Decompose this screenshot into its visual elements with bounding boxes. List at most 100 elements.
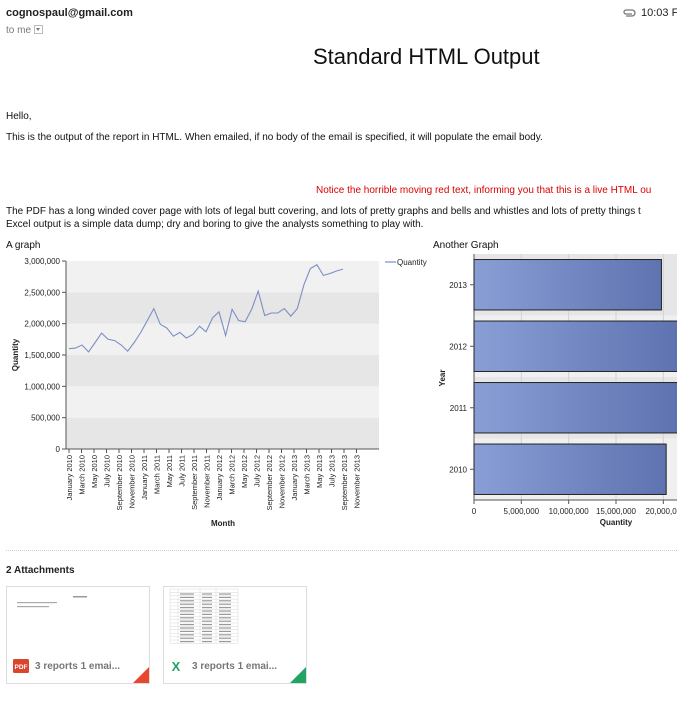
grid-band [66,355,379,387]
y-axis-title: Year [438,370,447,387]
y-tick-label: 2010 [449,465,467,474]
sheet-cell-text [202,627,212,629]
recipient-line[interactable]: to me [6,24,44,36]
grid-band [66,292,379,324]
attachment-footer: PDF 3 reports 1 emai... [7,651,149,683]
x-axis-title: Month [211,519,235,528]
sheet-cell-text [219,593,231,595]
sheet-cell-text [202,603,212,605]
live-html-notice: Notice the horrible moving red text, inf… [316,185,652,196]
x-tick-label: July 2011 [178,455,187,487]
x-tick-label: May 2013 [315,455,324,488]
sheet-cell-text [219,624,231,626]
x-tick-label: January 2012 [215,455,224,500]
sheet-cell-text [219,627,231,629]
excel-icon: X [172,659,181,673]
y-tick-label: 2,000,000 [24,320,60,329]
sheet-cell-text [202,593,212,595]
body-text: This is the output of the report in HTML… [6,132,543,143]
sheet-cell-text [219,620,231,622]
report-title: Standard HTML Output [313,44,540,69]
bar-2011 [473,382,677,434]
x-tick-label: September 2010 [115,455,124,510]
sheet-cell-text [180,613,194,615]
line-chart: 0 500,000 1,000,000 1,500,000 2,000,000 2,500… [11,257,427,528]
sheet-cell-text [180,600,194,602]
grid-band [66,386,379,418]
pdf-preview-thumbnail [7,587,149,647]
sheet-cell-text [202,634,212,636]
sheet-cell-text [219,634,231,636]
grid-band [66,417,379,449]
bar-chart-title: Another Graph [433,240,499,251]
excel-preview-thumbnail [164,587,306,647]
sheet-cell-text [180,630,194,632]
x-tick-label: March 2013 [303,455,312,495]
attachment-filename: 3 reports 1 emai... [35,661,121,672]
line-chart-title: A graph [6,240,41,251]
x-tick-label: November 2013 [353,455,362,508]
x-tick-label: January 2010 [65,455,74,500]
y-tick-label: 0 [56,445,61,454]
y-tick-label: 1,000,000 [24,382,60,391]
x-tick-label: November 2010 [128,455,137,508]
bar-2012 [473,320,677,372]
sheet-cell-text [219,610,231,612]
sheet-cell-text [202,613,212,615]
x-tick-label: 5,000,000 [504,507,540,516]
recipient-details-dropdown-icon[interactable] [34,25,44,34]
sheet-cell-text [219,641,231,643]
attachment-clip-icon [623,9,636,17]
sheet-cell-text [180,627,194,629]
x-tick-label: 10,000,000 [549,507,590,516]
series-line-quantity [68,264,344,353]
attachment-filename: 3 reports 1 emai... [192,661,278,672]
x-tick-label: May 2010 [90,455,99,488]
file-type-corner [290,667,306,683]
sheet-cell-text [180,620,194,622]
sheet-cell-text [180,593,194,595]
sheet-cell-text [202,617,212,619]
y-tick-label: 2013 [449,281,467,290]
grid-band [66,261,379,293]
sheet-cell-text [202,630,212,632]
x-tick-label: 0 [472,507,477,516]
sheet-cell-text [180,610,194,612]
grid-band [66,323,379,355]
x-tick-label: November 2011 [203,455,212,508]
pdf-icon-label: PDF [15,664,28,671]
legend-label: Quantity [397,258,427,267]
x-tick-label: September 2011 [190,455,199,510]
y-tick-label: 1,500,000 [24,351,60,360]
sheet-cell-text [180,596,194,598]
x-tick-label: May 2011 [165,455,174,487]
sheet-cell-text [219,637,231,639]
recipient-label: to me [6,25,32,36]
bar-2010 [473,443,667,495]
y-tick-label: 2012 [449,342,467,351]
x-tick-label: September 2013 [340,455,349,510]
sheet-cell-text [219,607,231,609]
sheet-cell-text [202,620,212,622]
y-tick-label: 2,500,000 [24,288,60,297]
sheet-cell-text [180,603,194,605]
sheet-cell-text [180,637,194,639]
sheet-cell-text [202,607,212,609]
y-tick-label: 3,000,000 [24,257,60,266]
x-axis-title: Quantity [600,518,633,527]
y-tick-label: 2011 [450,404,468,413]
y-axis-title: Quantity [11,338,20,371]
sheet-cell-text [180,624,194,626]
x-tick-label: January 2011 [140,455,149,500]
timestamp-text: 10:03 F [641,7,677,19]
bar-2013 [473,259,662,311]
x-tick-label: January 2013 [290,455,299,500]
attachment-card-excel[interactable]: X 3 reports 1 emai... [163,586,307,684]
sheet-cell-text [219,613,231,615]
attachment-card-pdf[interactable]: PDF 3 reports 1 emai... [6,586,150,684]
sender-email[interactable]: cognospaul@gmail.com [6,7,133,19]
x-tick-label: March 2012 [228,455,237,495]
sheet-cell-text [202,610,212,612]
x-tick-label: July 2013 [328,455,337,487]
sheet-cell-text [219,600,231,602]
